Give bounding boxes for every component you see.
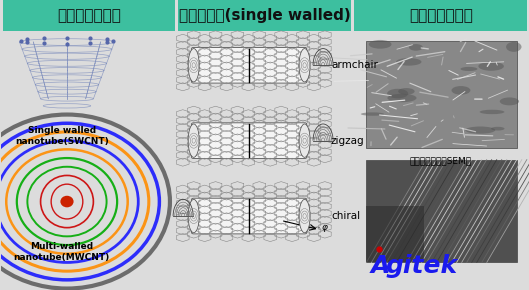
FancyBboxPatch shape xyxy=(367,41,517,148)
Ellipse shape xyxy=(478,62,504,71)
FancyBboxPatch shape xyxy=(367,160,517,262)
Ellipse shape xyxy=(369,40,391,49)
Ellipse shape xyxy=(361,112,384,116)
Ellipse shape xyxy=(387,94,416,102)
Ellipse shape xyxy=(396,58,422,66)
Text: armchair: armchair xyxy=(331,60,378,70)
Ellipse shape xyxy=(451,86,470,95)
Text: Single walled
nanotube(SWCNT): Single walled nanotube(SWCNT) xyxy=(15,126,108,146)
Text: 无序碳纳米管（SEM）: 无序碳纳米管（SEM） xyxy=(410,156,472,166)
Ellipse shape xyxy=(491,127,505,130)
Ellipse shape xyxy=(188,200,199,233)
Ellipse shape xyxy=(188,124,199,157)
FancyBboxPatch shape xyxy=(191,47,307,83)
Ellipse shape xyxy=(188,48,199,82)
Ellipse shape xyxy=(480,110,504,114)
Text: 按石墨层数分类: 按石墨层数分类 xyxy=(57,8,121,23)
Text: φ: φ xyxy=(322,223,328,232)
Ellipse shape xyxy=(299,200,310,233)
FancyBboxPatch shape xyxy=(3,0,175,31)
Ellipse shape xyxy=(398,88,415,95)
FancyBboxPatch shape xyxy=(354,0,527,31)
FancyBboxPatch shape xyxy=(191,123,307,158)
Ellipse shape xyxy=(299,124,310,157)
Text: A: A xyxy=(371,254,390,278)
Ellipse shape xyxy=(60,196,74,207)
Ellipse shape xyxy=(299,48,310,82)
Text: gitek: gitek xyxy=(386,254,458,278)
Text: chiral: chiral xyxy=(331,211,360,221)
Ellipse shape xyxy=(506,42,522,52)
Text: 按排列状况分类: 按排列状况分类 xyxy=(409,8,473,23)
FancyBboxPatch shape xyxy=(191,198,307,234)
FancyBboxPatch shape xyxy=(178,0,351,31)
Ellipse shape xyxy=(409,44,423,51)
Text: zigzag: zigzag xyxy=(331,136,364,146)
Text: 按手性分类(single walled): 按手性分类(single walled) xyxy=(179,8,351,23)
Ellipse shape xyxy=(460,67,477,71)
Ellipse shape xyxy=(387,89,408,98)
FancyBboxPatch shape xyxy=(367,206,424,262)
Ellipse shape xyxy=(500,97,519,105)
Ellipse shape xyxy=(465,126,495,134)
Text: Multi-walled
nanotube(MWCNT): Multi-walled nanotube(MWCNT) xyxy=(14,242,110,262)
